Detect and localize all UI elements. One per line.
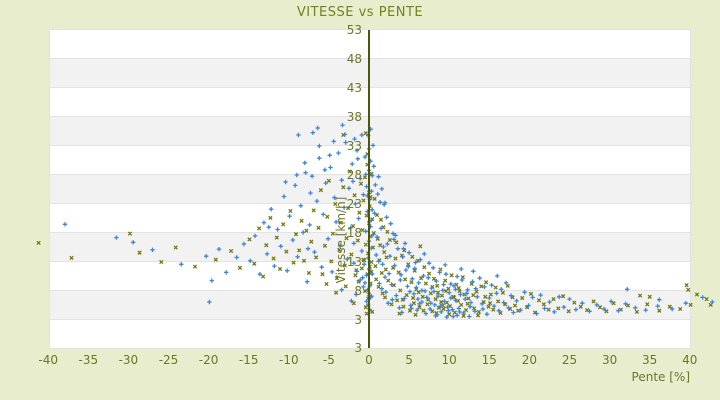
x-tick-label: 25 <box>561 353 578 367</box>
x-tick-label: -20 <box>198 353 219 367</box>
y-tick-label: 33 <box>346 139 362 153</box>
x-tick-label: 20 <box>521 353 538 367</box>
x-tick-label: 40 <box>682 353 698 367</box>
y-tick-label: 23 <box>346 197 362 211</box>
zero-axis-line <box>368 30 370 348</box>
y-tick-label: 48 <box>346 52 362 66</box>
plot-area <box>49 29 691 349</box>
x-tick-label: -5 <box>322 353 335 367</box>
y-tick-label: 43 <box>346 81 362 95</box>
chart-title: VITESSE vs PENTE <box>296 5 424 20</box>
y-tick-label: 3 <box>354 313 362 327</box>
x-tick-label: -40 <box>38 353 58 367</box>
x-tick-label: 10 <box>441 353 457 367</box>
x-tick-label: -30 <box>118 353 139 367</box>
x-tick-label: 0 <box>365 353 373 367</box>
x-tick-label: -35 <box>78 353 99 367</box>
x-tick-label: 30 <box>601 353 618 367</box>
y-tick-label: 53 <box>346 23 362 37</box>
y-axis-label: Vitesse [km/h] <box>334 196 348 284</box>
x-axis-label: Pente [%] <box>631 370 690 384</box>
y-tick-label: 13 <box>346 255 362 269</box>
x-tick-label: 5 <box>405 353 413 367</box>
x-tick-label: -15 <box>238 353 259 367</box>
y-tick-label: 38 <box>346 110 362 124</box>
y-tick-label: 18 <box>346 226 362 240</box>
y-tick-label-bottom: 3 <box>354 341 362 355</box>
y-tick-label: 28 <box>346 168 362 182</box>
x-tick-label: 15 <box>481 353 497 367</box>
x-tick-label: -10 <box>278 353 299 367</box>
x-tick-label: -25 <box>158 353 179 367</box>
x-tick-label: 35 <box>642 353 658 367</box>
y-tick-label: 8 <box>354 284 362 298</box>
